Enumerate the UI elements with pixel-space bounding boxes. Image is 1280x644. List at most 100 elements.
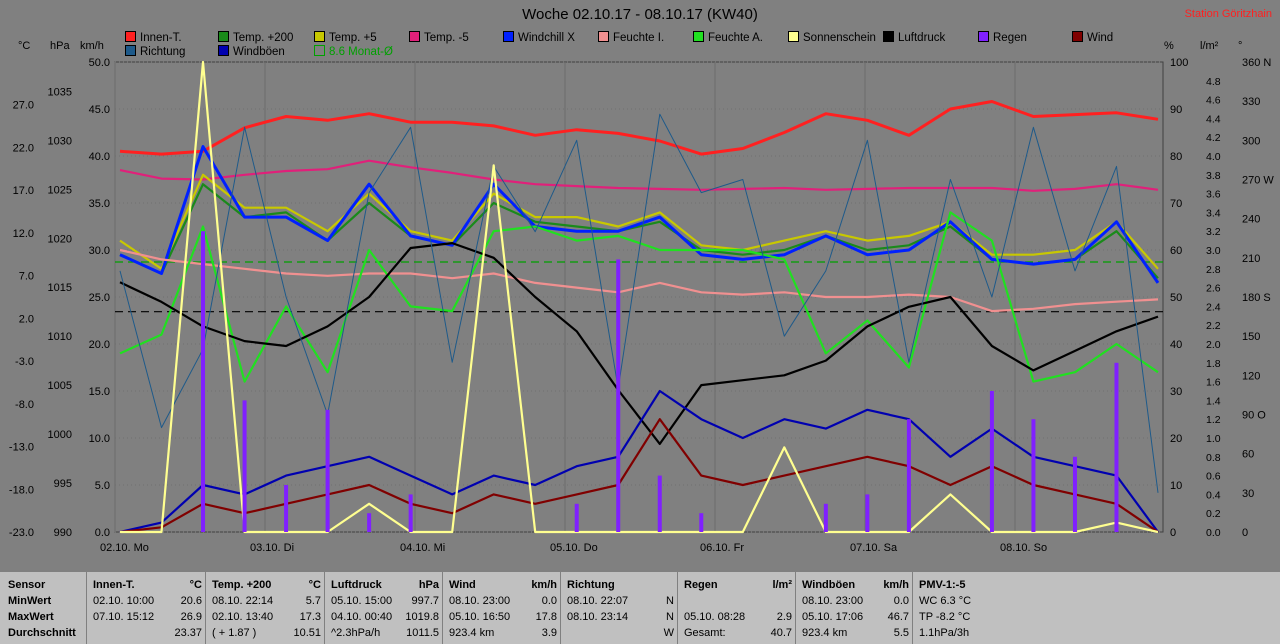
unit-percent: % bbox=[1164, 40, 1174, 52]
legend-item: 8.6 Monat-Ø bbox=[314, 45, 393, 58]
legend-swatch bbox=[218, 31, 229, 42]
rain-bar bbox=[865, 494, 870, 532]
stats-cell-value: 23.37 bbox=[174, 627, 202, 639]
stats-cell-label: TP -8.2 °C bbox=[919, 611, 971, 623]
legend-item: Feuchte A. bbox=[693, 31, 763, 44]
pressure-tick-label: 1035 bbox=[48, 86, 72, 98]
row-label-column: Sensor MinWert MaxWert Durchschnitt bbox=[0, 572, 86, 644]
stats-table: Sensor MinWert MaxWert Durchschnitt Inne… bbox=[0, 572, 1280, 644]
pressure-tick-label: 1000 bbox=[48, 429, 72, 441]
stats-cell-value: 2.9 bbox=[776, 611, 792, 623]
legend-label: Sonnenschein bbox=[803, 32, 876, 44]
stats-column: PMV-1:-5 WC 6.3 °C TP -8.2 °C 1.1hPa/3h bbox=[912, 572, 1033, 644]
rain-bar bbox=[1114, 362, 1119, 532]
x-tick-label: 06.10. Fr bbox=[700, 542, 744, 554]
rain-tick-label: 0.0 bbox=[1206, 527, 1221, 539]
direction-tick-label: 210 bbox=[1242, 253, 1260, 265]
stats-column: Wind km/h 08.10. 23:00 0.0 05.10. 16:50 17.8 9… bbox=[442, 572, 561, 644]
stats-column: Luftdruck hPa 05.10. 15:00 997.7 04.10. 00:4… bbox=[324, 572, 443, 644]
legend-item: Richtung bbox=[125, 45, 185, 58]
row-label-sensor: Sensor bbox=[8, 579, 46, 591]
stats-cell-label: 08.10. 23:14 bbox=[567, 611, 629, 623]
stats-cell-value: W bbox=[663, 627, 674, 639]
series-line bbox=[119, 100, 1159, 156]
legend-label: Feuchte I. bbox=[613, 32, 665, 44]
rain-bar bbox=[906, 419, 911, 532]
x-tick-label: 04.10. Mi bbox=[400, 542, 445, 554]
humidity-tick-label: 90 bbox=[1170, 104, 1182, 116]
rain-tick-label: 3.0 bbox=[1206, 245, 1221, 257]
rain-tick-label: 4.4 bbox=[1206, 113, 1221, 125]
wind-tick-label: 50.0 bbox=[89, 57, 110, 69]
rain-bar bbox=[1072, 456, 1077, 532]
legend-label: Temp. +5 bbox=[329, 32, 377, 44]
pressure-tick-label: 1010 bbox=[48, 331, 72, 343]
unit-degree: ° bbox=[1238, 40, 1243, 52]
rain-bar bbox=[325, 409, 330, 532]
unit-hpa: hPa bbox=[50, 40, 70, 52]
legend-item: Temp. -5 bbox=[409, 31, 469, 44]
stats-cell-label: Gesamt: bbox=[684, 627, 726, 639]
direction-tick-label: 90 O bbox=[1242, 410, 1266, 422]
rain-tick-label: 3.8 bbox=[1206, 170, 1221, 182]
humidity-tick-label: 50 bbox=[1170, 292, 1182, 304]
rain-tick-label: 3.4 bbox=[1206, 207, 1221, 219]
column-header: Richtung bbox=[567, 579, 615, 591]
legend-item: Windchill X bbox=[503, 31, 575, 44]
legend-item: Regen bbox=[978, 31, 1027, 44]
series-line bbox=[119, 173, 1159, 270]
series-line bbox=[119, 242, 1159, 445]
wind-tick-label: 10.0 bbox=[89, 433, 110, 445]
row-label-max: MaxWert bbox=[8, 611, 54, 623]
stats-cell-label: 1.1hPa/3h bbox=[919, 627, 970, 639]
humidity-tick-label: 40 bbox=[1170, 339, 1182, 351]
pressure-tick-label: 990 bbox=[54, 527, 72, 539]
unit-celsius: °C bbox=[18, 40, 31, 52]
rain-bar bbox=[989, 391, 994, 532]
stats-cell-value: 17.8 bbox=[535, 611, 557, 623]
stats-cell-value: N bbox=[666, 611, 674, 623]
stats-cell-value: 26.9 bbox=[180, 611, 202, 623]
stats-cell-label: ( + 1.87 ) bbox=[212, 627, 257, 639]
series-line bbox=[120, 60, 1159, 534]
rain-bar bbox=[1031, 419, 1036, 532]
legend-label: Temp. -5 bbox=[424, 32, 469, 44]
stats-cell-label: 05.10. 16:50 bbox=[449, 611, 511, 623]
x-tick-label: 05.10. Do bbox=[550, 542, 598, 554]
stats-column: Richtung 08.10. 22:07 N 08.10. 23:14 N W bbox=[560, 572, 678, 644]
rain-tick-label: 2.0 bbox=[1206, 339, 1221, 351]
wind-tick-label: 25.0 bbox=[89, 292, 110, 304]
legend-item: Feuchte I. bbox=[598, 31, 664, 44]
unit-kmh: km/h bbox=[80, 40, 104, 52]
stats-cell-value: 1011.5 bbox=[406, 627, 439, 639]
stats-cell-value: N bbox=[666, 595, 674, 607]
legend-label: Wind bbox=[1087, 32, 1114, 44]
column-unit: °C bbox=[308, 579, 321, 591]
unit-rain: l/m² bbox=[1200, 40, 1219, 52]
pressure-tick-label: 1025 bbox=[48, 184, 72, 196]
legend-item: Wind bbox=[1072, 31, 1113, 44]
rain-bar bbox=[284, 485, 289, 532]
legend-label: Regen bbox=[993, 32, 1027, 44]
wind-tick-label: 0.0 bbox=[95, 527, 110, 539]
x-tick-label: 02.10. Mo bbox=[100, 542, 149, 554]
stats-cell-value: 0.0 bbox=[893, 595, 909, 607]
temp-tick-label: 2.0 bbox=[19, 313, 34, 325]
legend-swatch bbox=[788, 31, 799, 42]
stats-cell-label: 07.10. 15:12 bbox=[93, 611, 155, 623]
humidity-tick-label: 30 bbox=[1170, 386, 1182, 398]
rain-bar bbox=[367, 513, 372, 532]
stats-cell-label: 04.10. 00:40 bbox=[331, 611, 393, 623]
rain-tick-label: 0.6 bbox=[1206, 471, 1221, 483]
direction-tick-label: 270 W bbox=[1242, 175, 1274, 187]
direction-tick-label: 120 bbox=[1242, 370, 1260, 382]
humidity-tick-label: 60 bbox=[1170, 245, 1182, 257]
legend-label: Windchill X bbox=[518, 32, 575, 44]
series-line bbox=[119, 389, 1159, 534]
legend-swatch bbox=[314, 45, 325, 56]
series-line bbox=[119, 248, 1159, 313]
rain-tick-label: 2.4 bbox=[1206, 301, 1221, 313]
legend-item: Sonnenschein bbox=[788, 31, 876, 44]
temp-tick-label: 7.0 bbox=[19, 271, 34, 283]
direction-tick-label: 360 N bbox=[1242, 57, 1271, 69]
